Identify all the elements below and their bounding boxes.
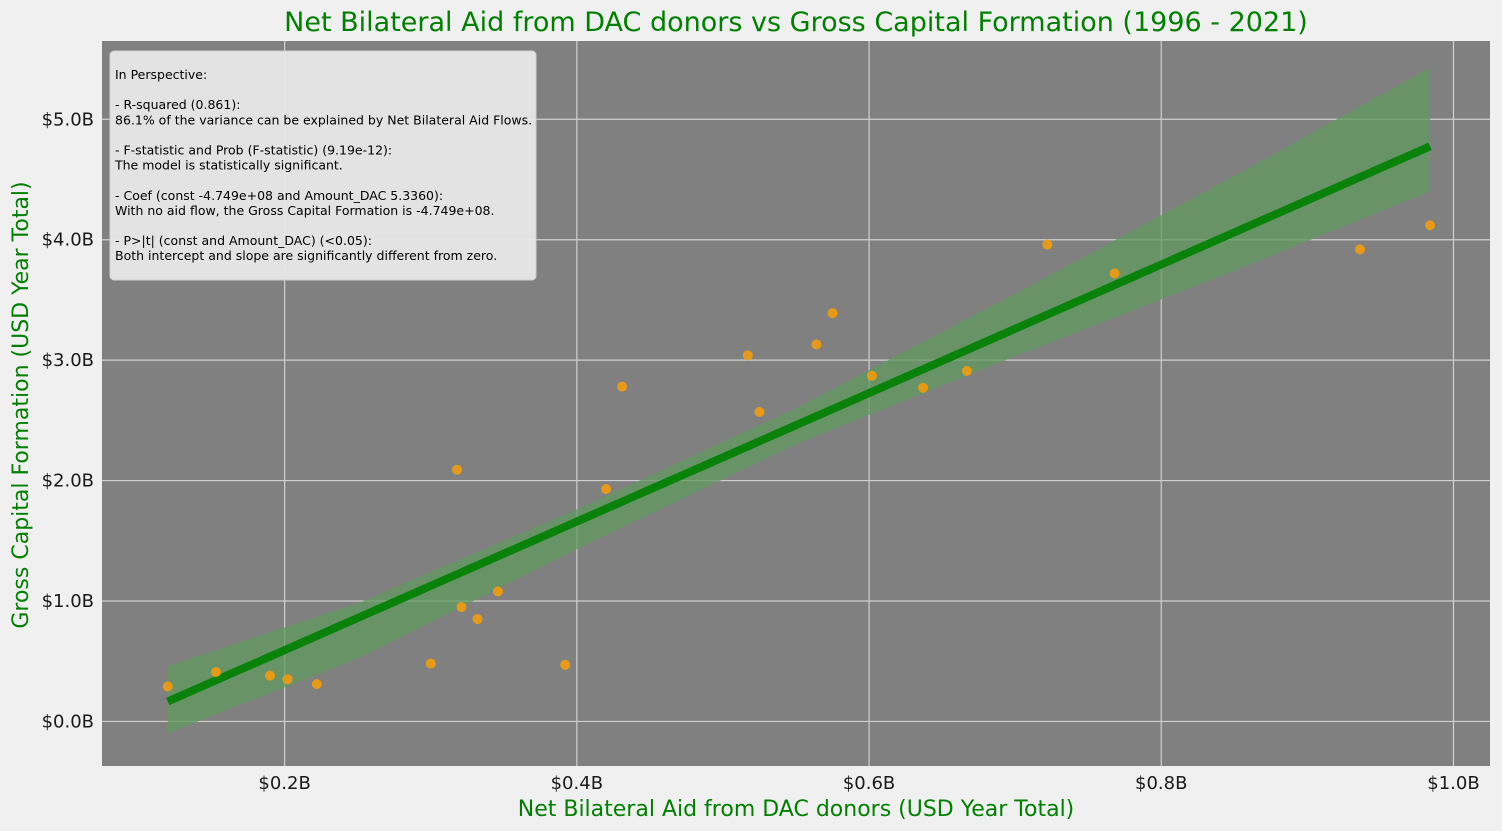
- y-axis-label: Gross Capital Formation (USD Year Total): [9, 181, 34, 628]
- data-point: [1109, 268, 1120, 279]
- data-point: [452, 464, 463, 475]
- data-point: [601, 484, 612, 495]
- data-point: [866, 370, 877, 381]
- annotation-background: [109, 50, 537, 281]
- y-tick-label: $4.0B: [42, 230, 94, 251]
- data-point: [617, 381, 628, 392]
- data-point: [1042, 239, 1053, 250]
- data-point: [425, 658, 436, 669]
- data-point: [1354, 244, 1365, 255]
- x-tick-label: $0.2B: [258, 773, 310, 794]
- annotation-line: The model is statistically significant.: [114, 158, 343, 173]
- annotation-box: In Perspective: - R-squared (0.861):86.1%…: [109, 50, 537, 281]
- x-tick-labels: $0.2B $0.4B $0.6B $0.8B $1.0B: [258, 773, 1479, 794]
- regression-line-group: [166, 142, 1432, 706]
- grid: [102, 41, 1490, 766]
- data-point: [456, 602, 467, 613]
- annotation-line: 86.1% of the variance can be explained b…: [115, 112, 532, 127]
- data-point: [560, 659, 571, 670]
- data-point: [492, 586, 503, 597]
- data-point: [961, 365, 972, 376]
- data-point: [742, 350, 753, 361]
- data-point: [311, 679, 322, 690]
- annotation-line: - R-squared (0.861):: [115, 97, 240, 112]
- annotation-line: With no aid flow, the Gross Capital Form…: [115, 203, 494, 218]
- data-point: [811, 339, 822, 350]
- y-tick-label: $3.0B: [42, 350, 94, 371]
- annotation-line: - Coef (const -4.749e+08 and Amount_DAC …: [115, 188, 443, 203]
- y-tick-label: $1.0B: [42, 591, 94, 612]
- y-tick-labels: $0.0B $1.0B $2.0B $3.0B $4.0B $5.0B: [42, 109, 94, 732]
- data-point: [265, 670, 276, 681]
- annotation-line: In Perspective:: [115, 67, 207, 82]
- x-axis-label: Net Bilateral Aid from DAC donors (USD Y…: [518, 797, 1075, 822]
- data-point: [754, 406, 765, 417]
- annotation-line: - F-statistic and Prob (F-statistic) (9.…: [115, 143, 392, 158]
- chart-title: Net Bilateral Aid from DAC donors vs Gro…: [284, 7, 1308, 38]
- x-tick-label: $1.0B: [1427, 773, 1479, 794]
- y-tick-label: $0.0B: [42, 711, 94, 732]
- data-point: [827, 308, 838, 319]
- annotation-line: - P>|t| (const and Amount_DAC) (<0.05):: [115, 233, 372, 248]
- annotation-line: Both intercept and slope are significant…: [115, 248, 497, 263]
- data-point: [282, 674, 293, 685]
- y-tick-label: $5.0B: [42, 109, 94, 130]
- regression-line: [166, 142, 1432, 706]
- y-tick-label: $2.0B: [42, 471, 94, 492]
- data-point: [210, 667, 221, 678]
- scatter-points: [162, 220, 1436, 692]
- data-point: [472, 614, 483, 625]
- data-point: [918, 382, 929, 393]
- data-point: [1425, 220, 1436, 231]
- data-point: [162, 681, 173, 692]
- x-tick-label: $0.4B: [551, 773, 603, 794]
- x-tick-label: $0.6B: [843, 773, 895, 794]
- x-tick-label: $0.8B: [1135, 773, 1187, 794]
